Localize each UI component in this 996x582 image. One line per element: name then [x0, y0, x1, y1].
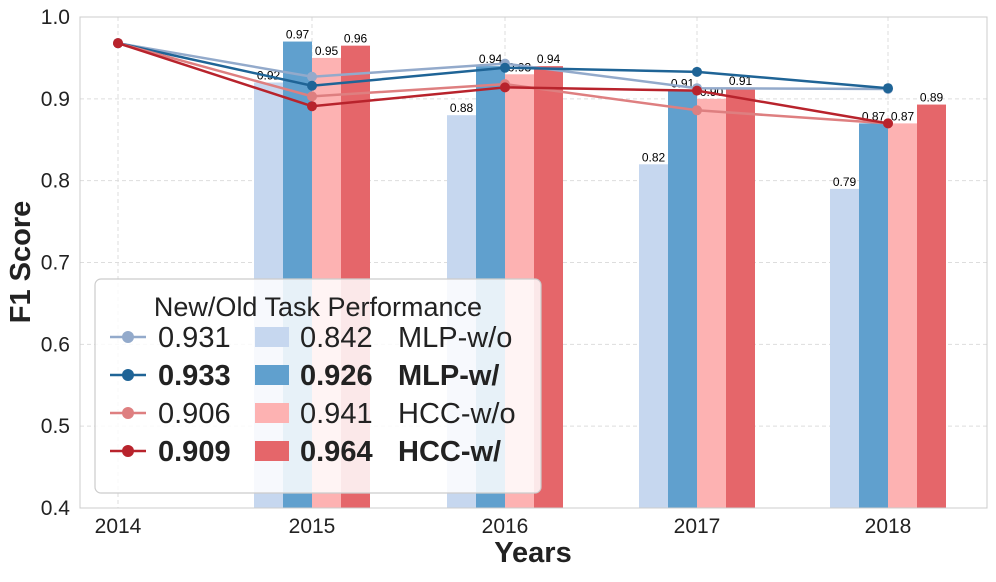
x-tick-label: 2016	[482, 515, 529, 538]
legend-dot-marker	[122, 407, 134, 419]
y-tick-label: 0.4	[41, 497, 71, 520]
x-axis-label: Years	[494, 537, 571, 569]
bar-value-label: 0.97	[286, 28, 310, 42]
x-axis-ticks: 2014 2015 2016 2017 2018	[95, 515, 912, 538]
legend-bar-value: 0.964	[300, 436, 373, 468]
x-tick-label: 2015	[289, 515, 336, 538]
y-axis-ticks: 0.4 0.5 0.6 0.7 0.8 0.9 1.0	[41, 6, 71, 520]
legend-bar-swatch	[255, 365, 289, 385]
bar-value-label: 0.94	[537, 52, 561, 66]
legend-box	[94, 278, 542, 494]
bar-value-label: 0.94	[479, 52, 503, 66]
y-tick-label: 1.0	[41, 6, 70, 29]
series-point	[883, 83, 893, 94]
legend-bar-swatch	[255, 403, 289, 423]
series-point	[307, 101, 317, 112]
y-tick-label: 0.7	[41, 252, 70, 275]
legend-bar-swatch	[255, 327, 289, 347]
legend-title: New/Old Task Performance	[154, 292, 482, 322]
y-tick-label: 0.9	[41, 88, 70, 111]
y-axis-label: F1 Score	[5, 201, 37, 324]
bar	[859, 123, 888, 508]
legend-series-name: HCC-w/o	[398, 398, 516, 430]
legend-bar-value: 0.941	[300, 398, 373, 430]
plot-frame	[79, 16, 988, 509]
legend-bar-value: 0.926	[300, 360, 373, 392]
series-point	[113, 38, 123, 49]
legend-series-name: HCC-w/	[398, 436, 501, 468]
bar-value-label: 0.96	[344, 32, 368, 46]
bar-value-label: 0.91	[729, 74, 753, 88]
series-point	[307, 91, 317, 102]
legend-line-value: 0.931	[158, 322, 231, 354]
bar-value-label: 0.87	[891, 109, 915, 123]
legend-line-value: 0.909	[158, 436, 231, 468]
bar-value-label: 0.88	[450, 101, 474, 115]
series-point	[500, 82, 510, 93]
legend-dot-marker	[122, 369, 134, 381]
bar	[697, 98, 726, 508]
legend-dot-marker	[122, 331, 134, 343]
bar	[917, 104, 946, 508]
lines-layer	[113, 38, 893, 129]
legend: New/Old Task Performance 0.931 0.842 MLP-w…	[94, 278, 542, 494]
bar	[668, 90, 697, 509]
bar	[830, 188, 859, 508]
x-tick-label: 2018	[865, 515, 912, 538]
bar	[726, 88, 755, 508]
x-tick-label: 2014	[95, 515, 142, 538]
y-tick-label: 0.8	[41, 170, 70, 193]
series-point	[692, 85, 702, 96]
bar	[888, 123, 917, 508]
series-point	[692, 66, 702, 77]
series-point	[883, 118, 893, 129]
legend-dot-marker	[122, 445, 134, 457]
bar	[639, 164, 668, 509]
legend-bar-value: 0.842	[300, 322, 373, 354]
legend-line-value: 0.933	[158, 360, 231, 392]
x-tick-label: 2017	[674, 515, 721, 538]
y-tick-label: 0.5	[41, 415, 70, 438]
bar-value-label: 0.95	[315, 44, 339, 58]
bar-value-label: 0.82	[642, 150, 666, 164]
legend-rows: 0.931 0.842 MLP-w/o 0.933 0.926 MLP-w/0.906 0.…	[110, 322, 516, 468]
bar-value-label: 0.89	[920, 91, 944, 105]
legend-bar-swatch	[255, 441, 289, 461]
y-tick-label: 0.6	[41, 333, 70, 356]
series-point	[500, 62, 510, 73]
series-point	[692, 105, 702, 116]
legend-series-name: MLP-w/	[398, 360, 500, 392]
legend-line-value: 0.906	[158, 398, 231, 430]
legend-series-name: MLP-w/o	[398, 322, 512, 354]
series-point	[307, 71, 317, 82]
bar-value-label: 0.79	[833, 175, 857, 189]
series-point	[307, 80, 317, 91]
